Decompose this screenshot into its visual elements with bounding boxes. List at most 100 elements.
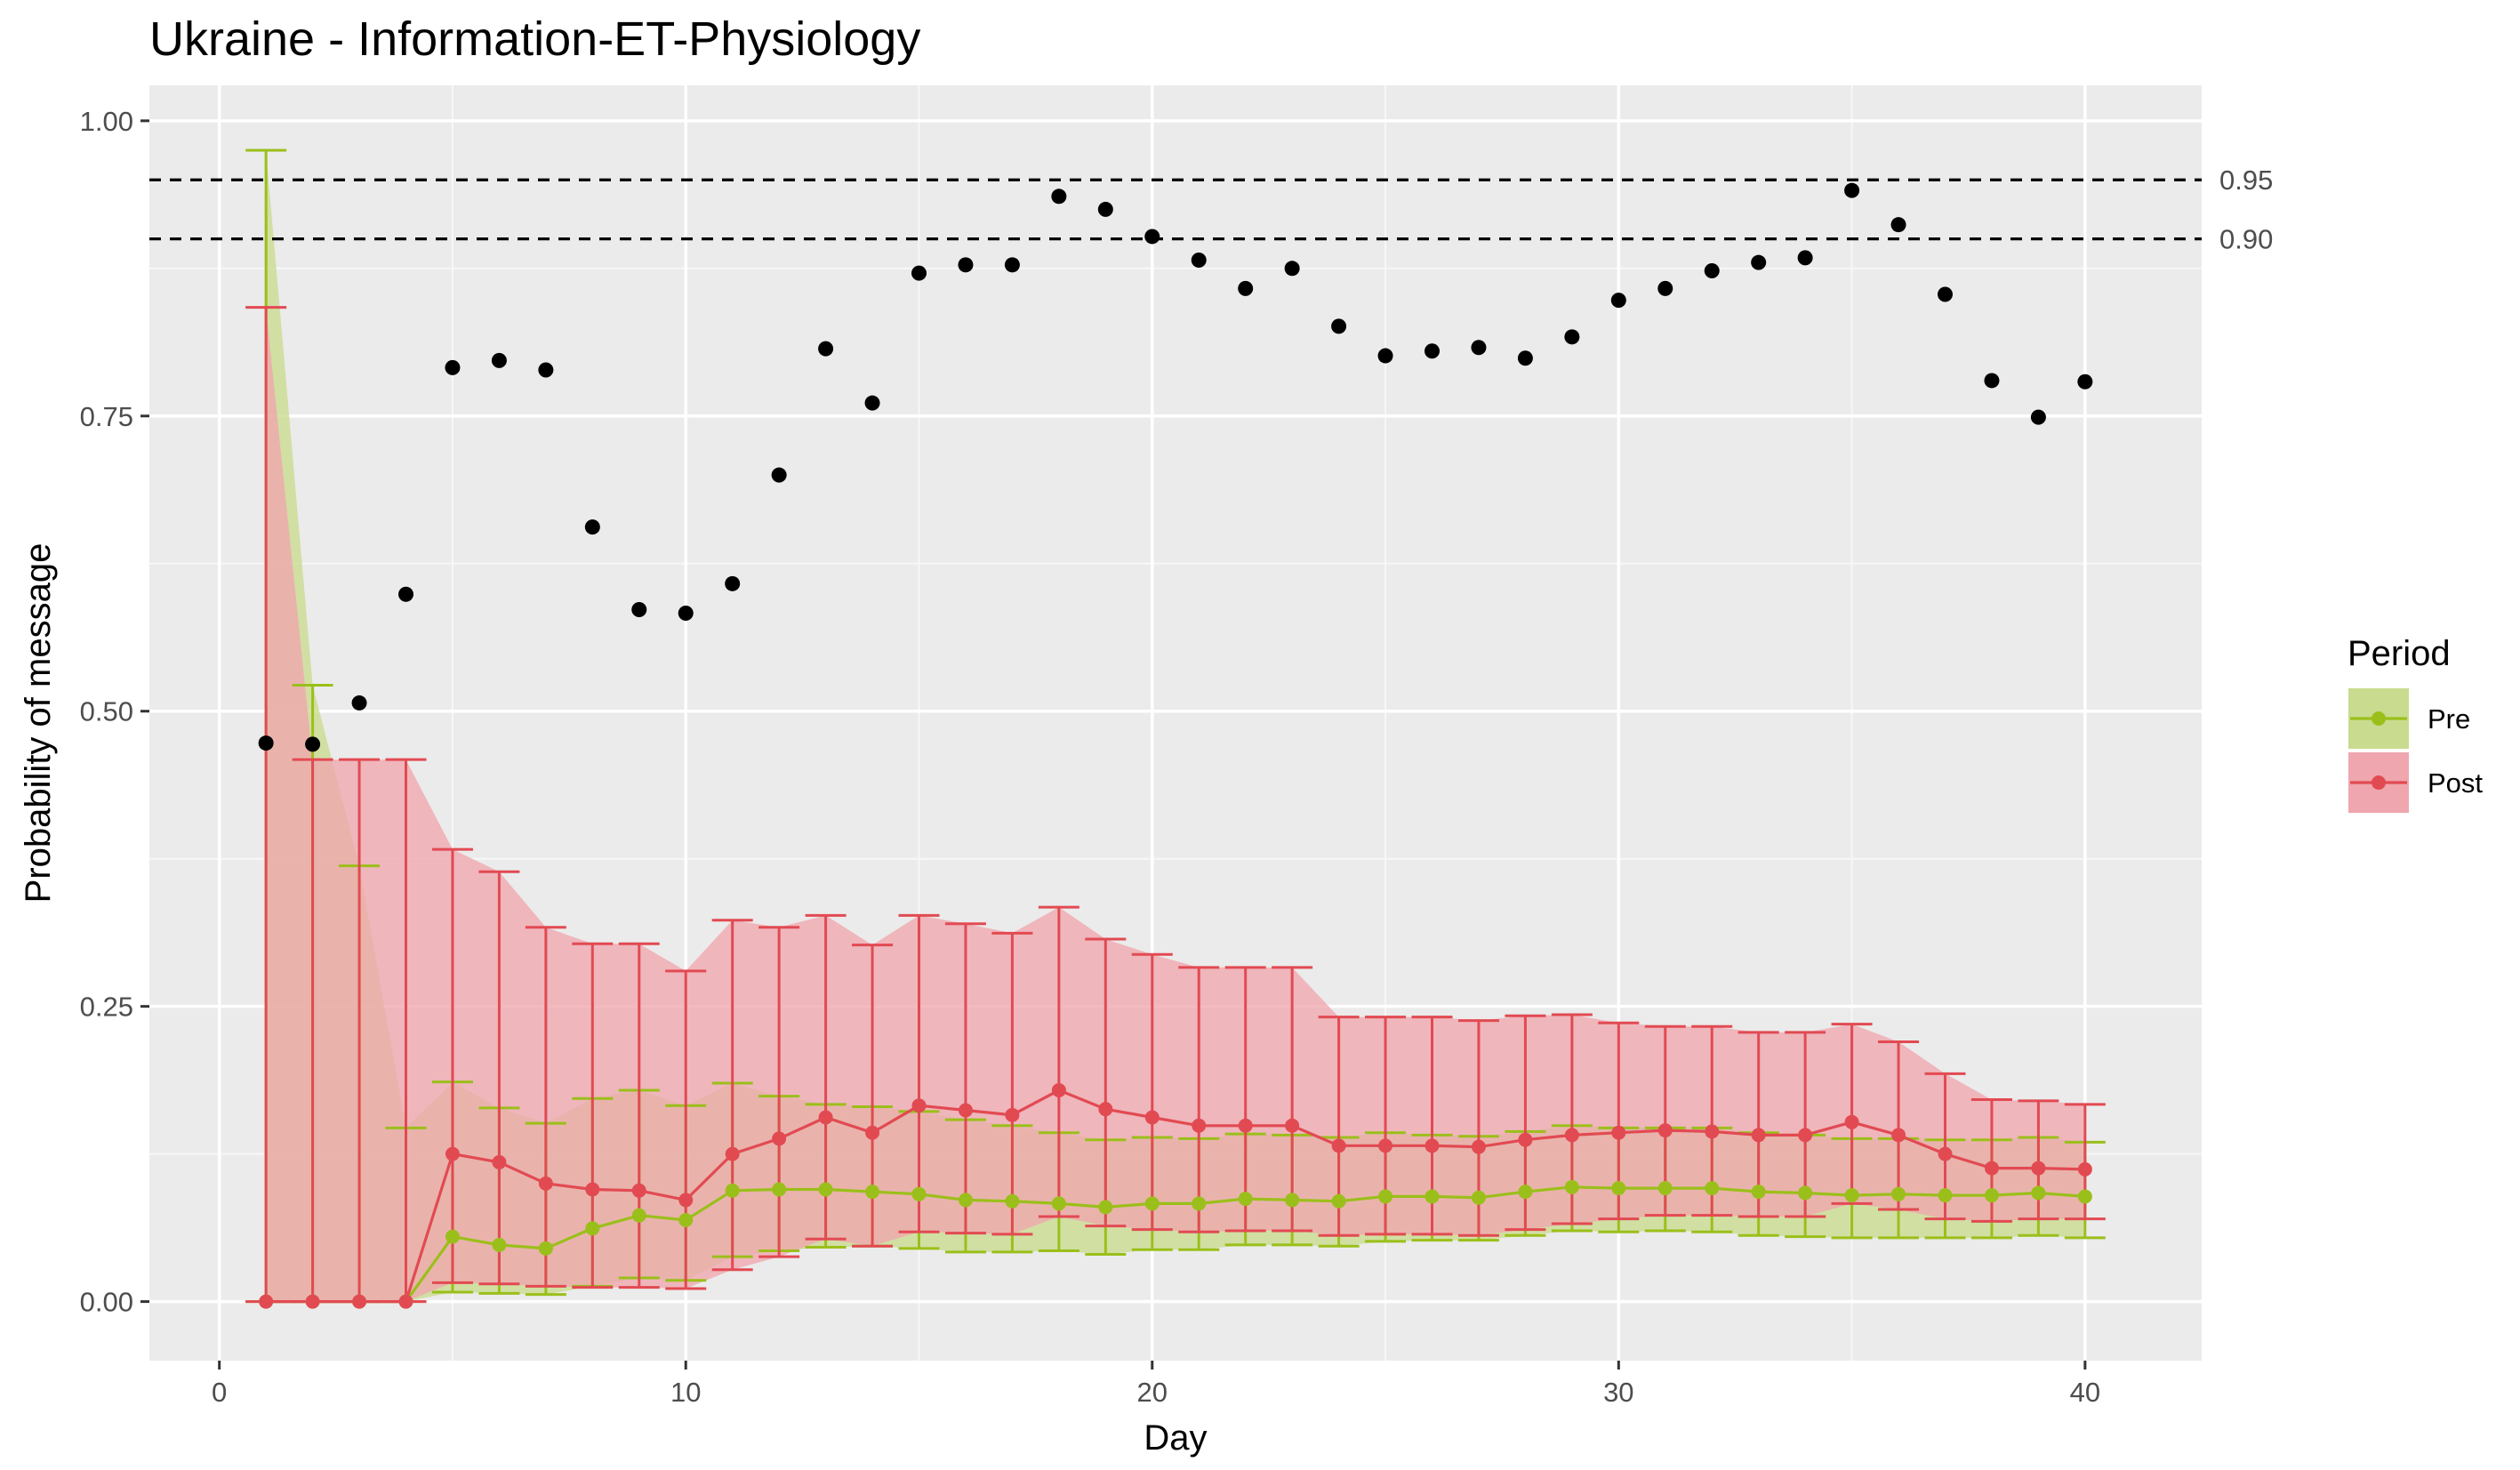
black-point-29 [1564, 329, 1580, 345]
point-post-39 [2031, 1161, 2046, 1176]
point-post-34 [1798, 1128, 1813, 1143]
point-post-20 [1144, 1110, 1160, 1125]
black-point-23 [1284, 261, 1300, 277]
point-pre-14 [865, 1185, 880, 1200]
black-point-36 [1890, 217, 1906, 233]
point-pre-38 [1984, 1188, 1999, 1203]
point-pre-22 [1238, 1192, 1253, 1207]
point-pre-29 [1564, 1179, 1579, 1194]
point-pre-34 [1798, 1185, 1813, 1201]
x-tick-label-1: 10 [670, 1377, 701, 1408]
point-pre-27 [1471, 1190, 1486, 1205]
point-pre-40 [2077, 1189, 2092, 1204]
point-post-35 [1844, 1114, 1859, 1129]
black-point-32 [1704, 262, 1720, 278]
point-post-22 [1238, 1118, 1253, 1133]
legend-key-point-post [2372, 775, 2386, 790]
point-pre-39 [2031, 1185, 2046, 1201]
x-tick-label-4: 40 [2070, 1377, 2100, 1408]
point-post-37 [1938, 1146, 1953, 1161]
point-post-2 [305, 1294, 320, 1309]
point-pre-7 [538, 1241, 553, 1256]
point-pre-31 [1657, 1181, 1673, 1196]
black-point-21 [1191, 253, 1207, 269]
point-pre-11 [725, 1183, 740, 1198]
point-pre-13 [818, 1182, 833, 1197]
black-point-8 [584, 519, 600, 535]
point-post-36 [1891, 1128, 1906, 1143]
x-tick-label-2: 20 [1137, 1377, 1168, 1408]
black-point-33 [1751, 254, 1767, 270]
point-post-38 [1984, 1161, 1999, 1176]
y-tick-label-1: 0.25 [80, 992, 133, 1023]
black-point-37 [1938, 286, 1953, 302]
black-point-2 [305, 736, 321, 752]
point-post-13 [818, 1110, 833, 1125]
chart-title: Ukraine - Information-ET-Physiology [149, 12, 920, 66]
black-point-4 [398, 586, 413, 602]
confidence-ribbons [266, 150, 2085, 1302]
point-post-8 [585, 1182, 600, 1197]
point-post-17 [1005, 1107, 1020, 1122]
black-point-1 [258, 735, 274, 751]
black-point-22 [1238, 280, 1254, 296]
point-pre-15 [911, 1186, 927, 1201]
point-post-25 [1378, 1138, 1393, 1153]
black-point-15 [911, 265, 927, 281]
point-post-15 [911, 1098, 927, 1113]
black-point-24 [1331, 318, 1347, 334]
point-pre-9 [631, 1208, 646, 1223]
point-post-14 [865, 1125, 880, 1140]
y-tick-label-2: 0.50 [80, 696, 133, 727]
point-post-33 [1751, 1128, 1766, 1143]
series-line-post [266, 1088, 2085, 1304]
legend-title: Period [2347, 634, 2451, 673]
series-line-pre [266, 1185, 2086, 1304]
black-point-12 [771, 467, 787, 483]
legend-key-point-pre [2372, 711, 2386, 726]
black-point-39 [2030, 409, 2046, 425]
point-post-12 [772, 1131, 787, 1146]
point-pre-36 [1891, 1186, 1906, 1201]
black-point-10 [678, 606, 694, 622]
x-axis-ticks: 0 10 20 30 40 [212, 1361, 2100, 1408]
point-pre-32 [1705, 1181, 1720, 1196]
point-post-16 [958, 1103, 973, 1118]
point-post-24 [1331, 1138, 1346, 1153]
black-point-16 [958, 257, 974, 273]
point-pre-18 [1051, 1196, 1066, 1211]
point-post-27 [1471, 1139, 1486, 1154]
point-pre-10 [678, 1212, 694, 1227]
point-post-19 [1098, 1102, 1113, 1117]
black-point-14 [864, 395, 880, 411]
black-point-30 [1610, 293, 1626, 309]
point-pre-37 [1938, 1188, 1953, 1203]
point-pre-35 [1844, 1188, 1859, 1203]
point-post-28 [1518, 1132, 1533, 1147]
point-pre-33 [1751, 1185, 1766, 1200]
black-point-18 [1051, 189, 1067, 205]
point-pre-17 [1005, 1193, 1020, 1209]
point-post-6 [492, 1154, 507, 1169]
point-post-9 [631, 1183, 646, 1198]
point-pre-8 [585, 1221, 600, 1236]
black-point-3 [351, 695, 367, 711]
legend: Period Pre Post [2347, 634, 2483, 815]
legend-label-post: Post [2428, 767, 2483, 799]
point-post-18 [1051, 1082, 1066, 1097]
point-pre-23 [1285, 1193, 1300, 1208]
black-point-20 [1144, 229, 1160, 245]
y-tick-label-3: 0.75 [80, 401, 133, 432]
black-point-5 [445, 359, 461, 375]
point-post-32 [1705, 1124, 1720, 1139]
point-post-11 [725, 1146, 740, 1161]
y-axis-ticks: 0.00 0.25 0.50 0.75 1.00 [80, 106, 149, 1318]
point-post-10 [678, 1193, 694, 1208]
error-bars [245, 149, 2106, 1304]
point-post-4 [398, 1294, 413, 1309]
series-points [259, 1082, 2092, 1309]
point-post-26 [1425, 1138, 1440, 1153]
black-point-6 [491, 352, 507, 368]
black-point-35 [1844, 182, 1860, 198]
